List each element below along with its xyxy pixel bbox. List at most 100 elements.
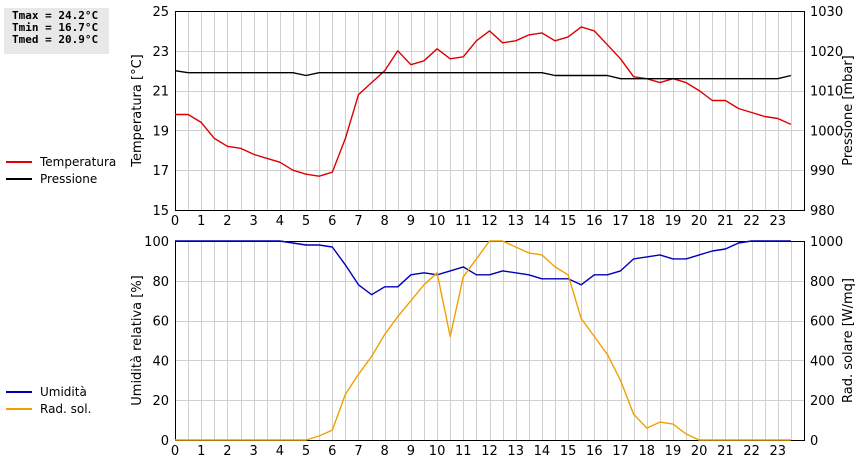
bottom-y2-tick-label: 1000 [810,235,843,250]
top-x-tick-label: 17 [612,214,629,229]
top-y-tick-label: 23 [152,45,169,60]
top-y-tick-label: 21 [152,85,169,100]
bottom-x-tick-label: 17 [612,444,629,459]
top-y2-tick-label: 990 [810,164,835,179]
series-line-rad-sol [175,240,791,441]
bottom-y2-tick-label: 400 [810,354,835,369]
top-y2-tick-label: 1020 [810,45,843,60]
top-x-tick-label: 9 [407,214,415,229]
legend-label-pressione: Pressione [40,171,98,186]
bottom-y2-tick-label: 800 [810,275,835,290]
bottom-x-tick-label: 1 [197,444,205,459]
bottom-y-axis-title: Umidità relativa [%] [130,275,145,405]
stat-tmed: Tmed = 20.9°C [12,33,99,46]
top-y-tick-label: 15 [152,204,169,219]
top-x-tick-label: 13 [507,214,524,229]
series-line-pressione [174,70,792,80]
top-y2-tick-label: 1000 [810,124,843,139]
legend-swatch-pressione [6,177,32,180]
top-x-tick-label: 3 [249,214,257,229]
top-x-tick-label: 11 [455,214,472,229]
legend-item-temperatura: Temperatura [6,153,116,170]
top-x-tick-label: 15 [560,214,577,229]
series-line-umidit [175,240,791,296]
bottom-y-tick-label: 40 [152,354,169,369]
bottom-y-tick-label: 80 [152,275,169,290]
bottom-x-tick-label: 6 [328,444,336,459]
top-x-tick-label: 2 [223,214,231,229]
bottom-x-tick-label: 2 [223,444,231,459]
legend-label-umidita: Umidità [40,384,87,399]
legend-swatch-temperatura [6,160,32,163]
legend-item-umidita: Umidità [6,383,91,400]
legend-item-pressione: Pressione [6,170,116,187]
bottom-y2-tick-label: 200 [810,394,835,409]
top-x-tick-label: 7 [354,214,362,229]
top-y-tick-label: 25 [152,5,169,20]
top-x-tick-label: 8 [381,214,389,229]
bottom-x-tick-label: 9 [407,444,415,459]
bottom-y-tick-label: 60 [152,315,169,330]
top-plot-frame [175,11,805,211]
top-x-tick-label: 20 [691,214,708,229]
bottom-x-tick-label: 13 [507,444,524,459]
top-y2-axis-title: Pressione [mbar] [841,55,856,166]
bottom-y-tick-label: 20 [152,394,169,409]
legend-swatch-radsol [6,407,32,410]
bottom-y-tick-label: 100 [144,235,169,250]
bottom-x-tick-label: 16 [586,444,603,459]
bottom-y2-tick-label: 0 [810,434,818,449]
top-y2-tick-label: 1030 [810,5,843,20]
bottom-y-tick-label: 0 [161,434,169,449]
legend-top: Temperatura Pressione [6,153,116,187]
top-x-tick-label: 6 [328,214,336,229]
top-x-tick-label: 10 [429,214,446,229]
bottom-x-tick-label: 21 [717,444,734,459]
top-x-tick-label: 5 [302,214,310,229]
legend-label-temperatura: Temperatura [40,154,117,169]
bottom-x-tick-label: 0 [171,444,179,459]
top-x-tick-label: 16 [586,214,603,229]
top-y-axis-title: Temperatura [°C] [130,54,145,167]
top-x-tick-label: 0 [171,214,179,229]
bottom-x-tick-label: 20 [691,444,708,459]
bottom-x-tick-label: 15 [560,444,577,459]
top-x-tick-label: 1 [197,214,205,229]
legend-item-radsol: Rad. sol. [6,400,91,417]
top-x-tick-label: 18 [638,214,655,229]
bottom-x-tick-label: 4 [276,444,284,459]
legend-bottom: Umidità Rad. sol. [6,383,91,417]
series-line-temperatura [175,26,792,177]
bottom-y2-tick-label: 600 [810,315,835,330]
top-x-tick-label: 23 [770,214,787,229]
bottom-x-tick-label: 19 [665,444,682,459]
bottom-x-tick-label: 23 [770,444,787,459]
bottom-x-tick-label: 12 [481,444,498,459]
bottom-x-tick-label: 11 [455,444,472,459]
bottom-y2-axis-title: Rad. solare [W/mq] [841,278,856,403]
bottom-x-tick-label: 3 [249,444,257,459]
bottom-x-tick-label: 14 [534,444,551,459]
top-x-tick-label: 22 [743,214,760,229]
bottom-x-tick-label: 8 [381,444,389,459]
legend-swatch-umidita [6,390,32,393]
top-x-tick-label: 12 [481,214,498,229]
top-x-tick-label: 14 [534,214,551,229]
stat-tmin: Tmin = 16.7°C [12,21,99,34]
stats-box: Tmax = 24.2°C Tmin = 16.7°C Tmed = 20.9°… [4,8,109,54]
bottom-x-tick-label: 10 [429,444,446,459]
bottom-x-tick-label: 5 [302,444,310,459]
stat-tmax: Tmax = 24.2°C [12,9,99,22]
top-y-tick-label: 19 [152,124,169,139]
bottom-x-tick-label: 7 [354,444,362,459]
top-x-tick-label: 21 [717,214,734,229]
bottom-x-tick-label: 22 [743,444,760,459]
legend-label-radsol: Rad. sol. [40,401,92,416]
top-x-tick-label: 19 [665,214,682,229]
top-y2-tick-label: 1010 [810,85,843,100]
top-y2-tick-label: 980 [810,204,835,219]
bottom-x-tick-label: 18 [638,444,655,459]
top-x-tick-label: 4 [276,214,284,229]
top-y-tick-label: 17 [152,164,169,179]
